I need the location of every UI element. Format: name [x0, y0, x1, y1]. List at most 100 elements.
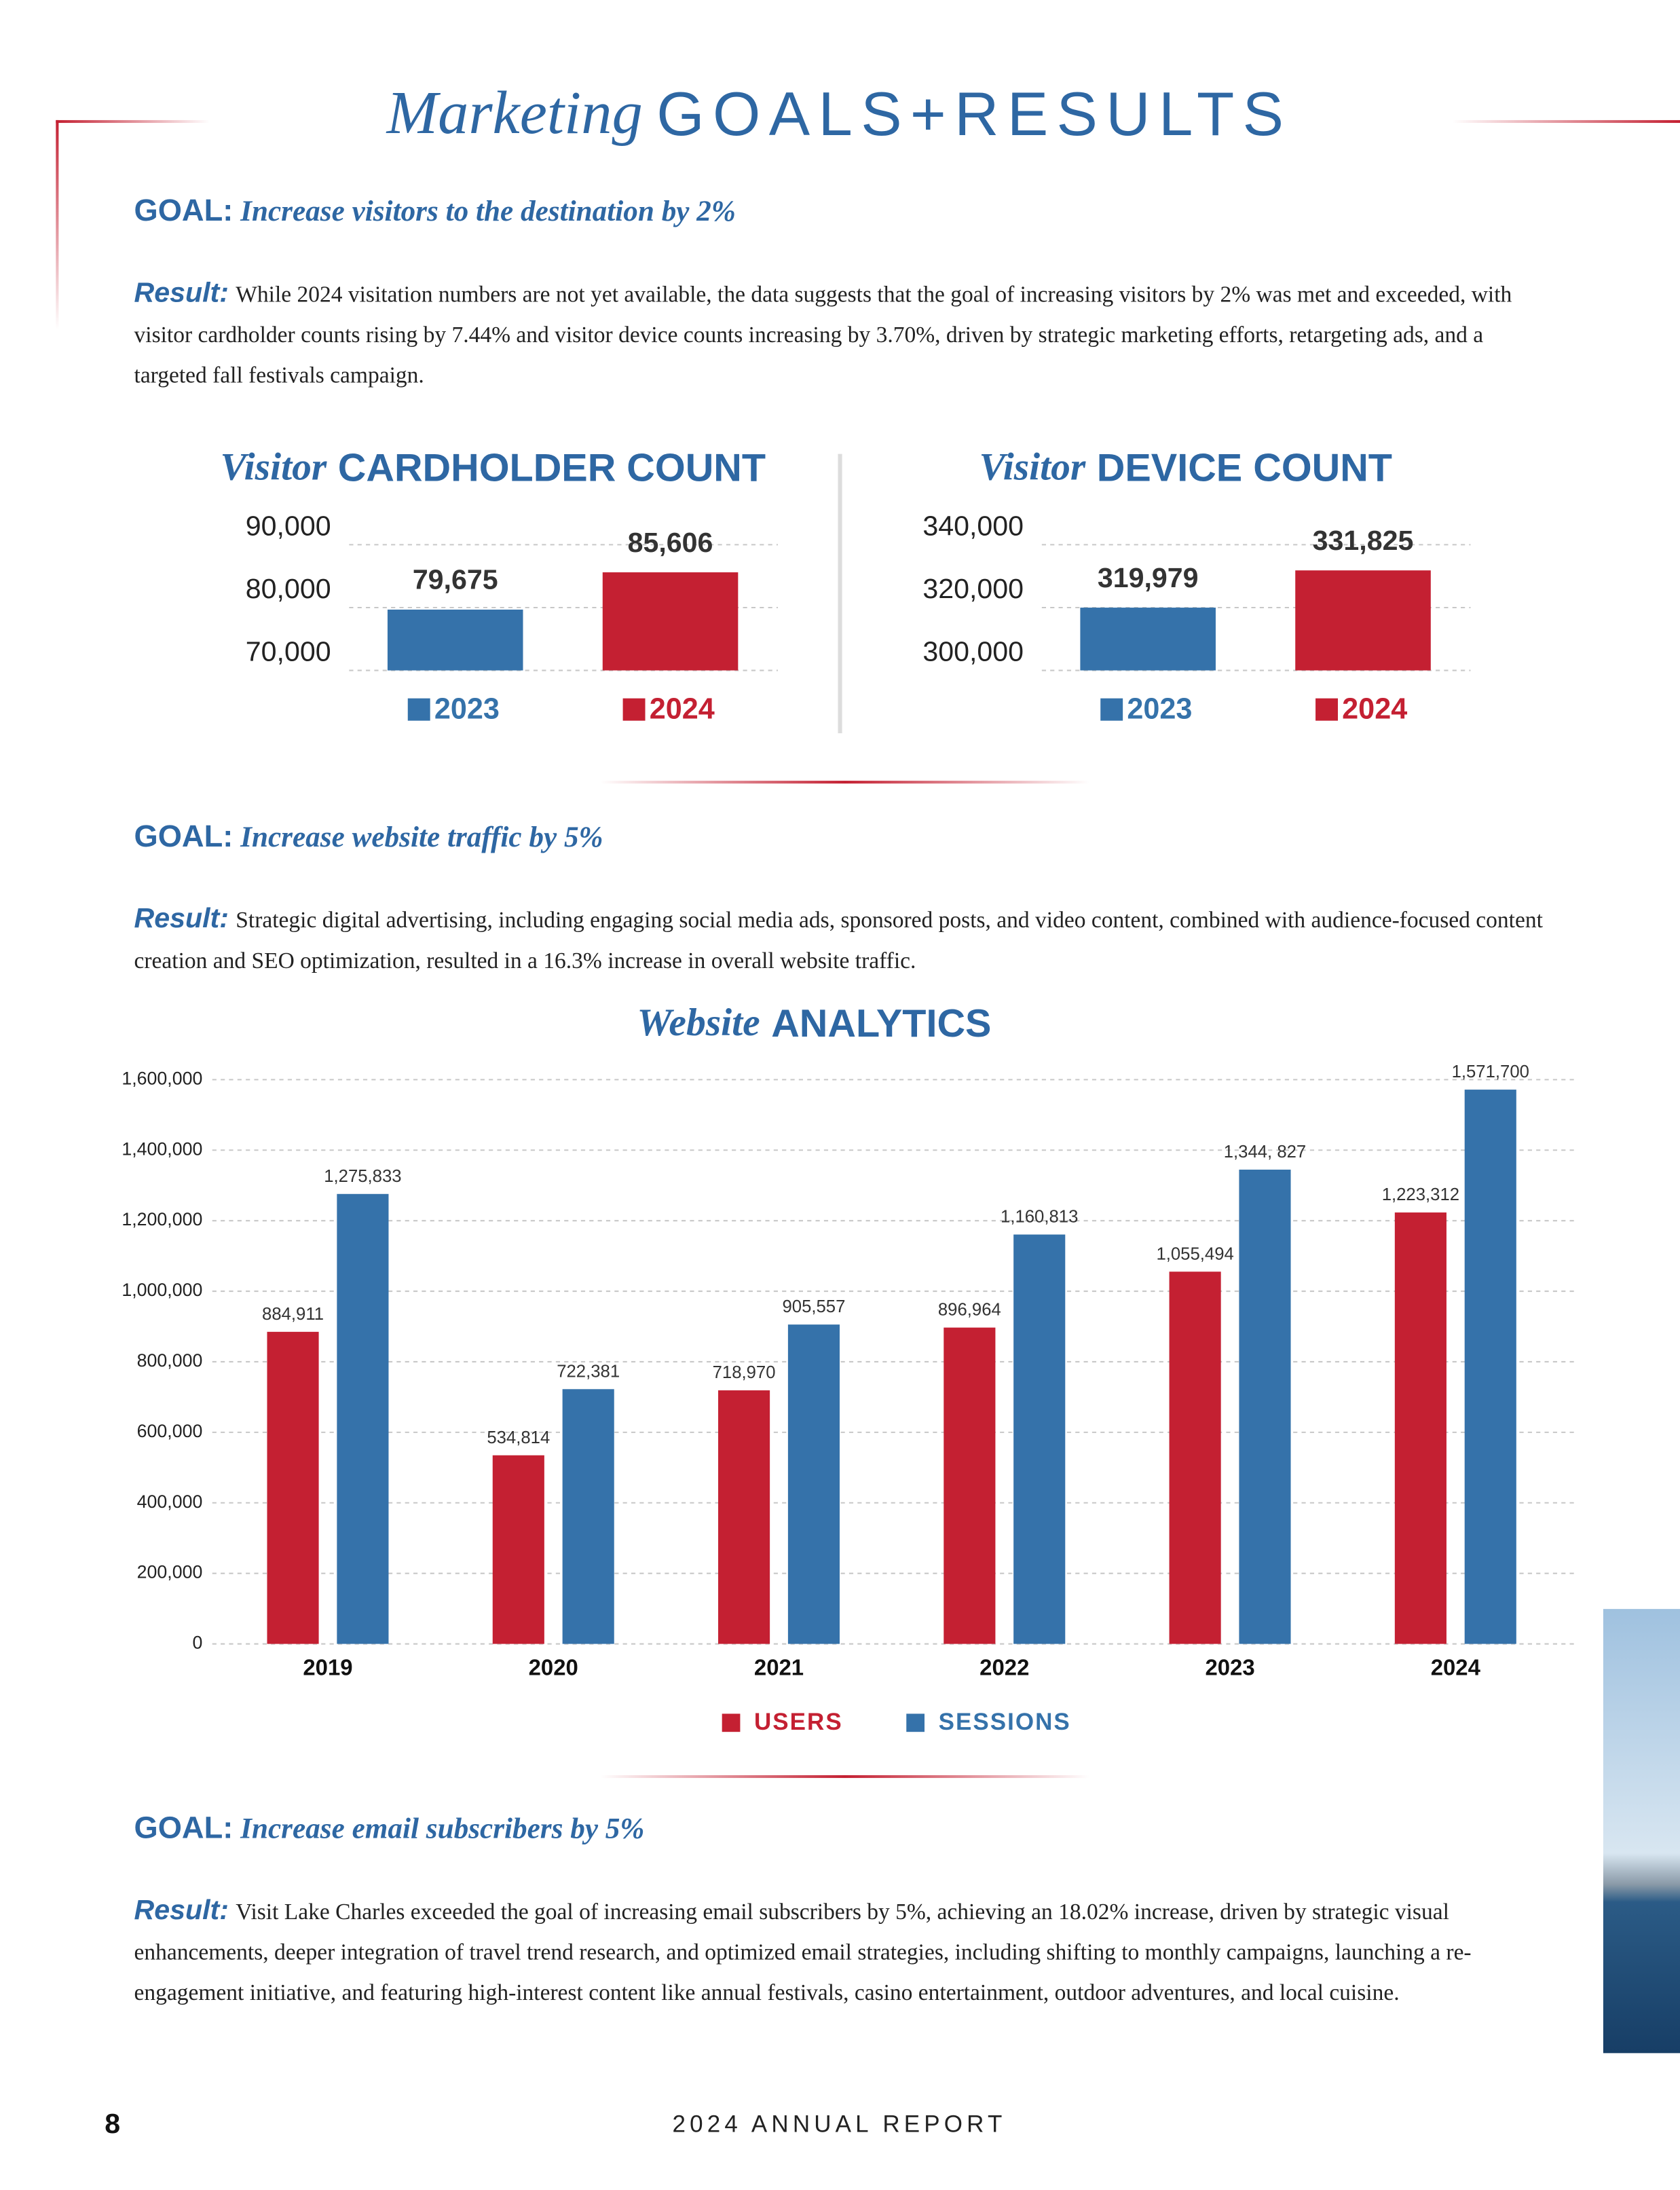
y-tick-label: 300,000: [922, 636, 1024, 667]
section-divider: [600, 781, 1089, 784]
legend-swatch: [1100, 698, 1123, 721]
result: Result: While 2024 visitation numbers are…: [134, 274, 1545, 395]
section-divider: [600, 1775, 1089, 1779]
legend-swatch: [906, 1713, 925, 1732]
legend-swatch: [407, 698, 430, 721]
y-tick-label: 90,000: [246, 511, 331, 542]
bar: [718, 1390, 770, 1644]
y-tick-label: 80,000: [246, 573, 331, 604]
bar: [787, 1324, 840, 1644]
decor-line: [56, 119, 210, 124]
value-label: 718,970: [713, 1363, 776, 1382]
goal-label: GOAL:: [134, 1810, 234, 1845]
value-label: 1,571,700: [1452, 1062, 1529, 1081]
y-tick-label: 600,000: [137, 1421, 203, 1441]
legend-swatch: [722, 1713, 741, 1732]
page-number: 8: [105, 2108, 120, 2139]
value-label: 1,055,494: [1156, 1244, 1233, 1263]
result-text: Visit Lake Charles exceeded the goal of …: [134, 1898, 1472, 2006]
legend-label: 2024: [650, 693, 715, 726]
bar: [562, 1389, 614, 1644]
bar: [387, 609, 523, 671]
value-label: 722,381: [557, 1362, 620, 1381]
bar: [1013, 1234, 1066, 1644]
goal: GOAL: Increase website traffic by 5%: [134, 819, 603, 855]
legend-label: 2023: [434, 693, 500, 726]
result-label: Result:: [134, 1895, 229, 1927]
x-tick-label: 2023: [1205, 1654, 1254, 1679]
x-tick-label: 2021: [754, 1654, 804, 1679]
value-label: 85,606: [628, 527, 713, 558]
value-label: 1,160,813: [1001, 1208, 1078, 1227]
bar: [337, 1193, 389, 1644]
chart-title: Visitor DEVICE COUNT: [979, 446, 1392, 490]
chart-title-italic: Visitor: [220, 446, 326, 489]
result: Result: Strategic digital advertising, in…: [134, 899, 1545, 980]
chart-title: Visitor CARDHOLDER COUNT: [220, 446, 766, 490]
chart-title-main: CARDHOLDER COUNT: [338, 447, 766, 490]
chart-title-main: ANALYTICS: [771, 1002, 991, 1045]
y-tick-label: 200,000: [137, 1562, 203, 1582]
y-tick-label: 800,000: [137, 1350, 203, 1371]
value-label: 1,344, 827: [1224, 1143, 1307, 1162]
x-tick-label: 2024: [1431, 1654, 1481, 1679]
bar: [1295, 570, 1431, 671]
legend-label: SESSIONS: [939, 1709, 1071, 1735]
y-tick-label: 400,000: [137, 1491, 203, 1512]
bar: [1239, 1169, 1291, 1644]
result: Result: Visit Lake Charles exceeded the g…: [134, 1891, 1545, 2013]
decor-line: [1452, 119, 1680, 124]
chart-title-main: DEVICE COUNT: [1097, 447, 1392, 490]
goal-text: Increase visitors to the destination by …: [240, 193, 736, 228]
value-label: 896,964: [938, 1301, 1001, 1320]
result-label: Result:: [134, 904, 229, 935]
y-tick-label: 1,000,000: [122, 1280, 202, 1300]
y-tick-label: 320,000: [922, 573, 1024, 604]
legend-label: 2024: [1342, 693, 1407, 726]
chart-divider: [838, 453, 842, 734]
value-label: 319,979: [1098, 562, 1199, 593]
x-tick-label: 2022: [979, 1654, 1029, 1679]
bar: [1464, 1090, 1516, 1644]
result-label: Result:: [134, 278, 229, 309]
value-label: 331,825: [1313, 525, 1414, 556]
x-tick-label: 2019: [303, 1654, 352, 1679]
x-tick-label: 2020: [529, 1654, 578, 1679]
goal: GOAL: Increase visitors to the destinati…: [134, 193, 736, 229]
title-italic: Marketing: [386, 78, 643, 147]
goal-label: GOAL:: [134, 192, 234, 228]
bar: [1169, 1272, 1221, 1644]
page-title: Marketing GOALS+RESULTS: [386, 78, 1292, 149]
bar: [944, 1327, 996, 1644]
legend-label: 2023: [1127, 693, 1192, 726]
legend-swatch: [1315, 698, 1338, 721]
value-label: 1,275,833: [324, 1167, 401, 1186]
value-label: 534,814: [487, 1428, 550, 1447]
value-label: 79,675: [413, 564, 498, 595]
y-tick-label: 1,400,000: [122, 1138, 202, 1159]
value-label: 905,557: [782, 1297, 845, 1316]
goal-label: GOAL:: [134, 818, 234, 854]
chart-title-italic: Visitor: [979, 446, 1085, 489]
goal-text: Increase website traffic by 5%: [240, 819, 603, 854]
y-tick-label: 1,600,000: [122, 1068, 202, 1088]
goal-text: Increase email subscribers by 5%: [240, 1811, 645, 1845]
bar: [1080, 608, 1216, 671]
y-tick-label: 70,000: [246, 636, 331, 667]
decor-line: [56, 119, 59, 330]
goal: GOAL: Increase email subscribers by 5%: [134, 1810, 645, 1846]
legend-swatch: [622, 698, 646, 721]
y-tick-label: 1,200,000: [122, 1209, 202, 1229]
y-tick-label: 340,000: [922, 511, 1024, 542]
y-tick-label: 0: [192, 1633, 202, 1653]
value-label: 1,223,312: [1382, 1185, 1459, 1204]
result-text: Strategic digital advertising, including…: [134, 906, 1543, 974]
title-main: GOALS+RESULTS: [656, 80, 1292, 149]
bar: [602, 572, 739, 671]
chart-title: Website ANALYTICS: [637, 1001, 991, 1045]
value-label: 884,911: [262, 1305, 324, 1324]
bar: [492, 1455, 544, 1644]
